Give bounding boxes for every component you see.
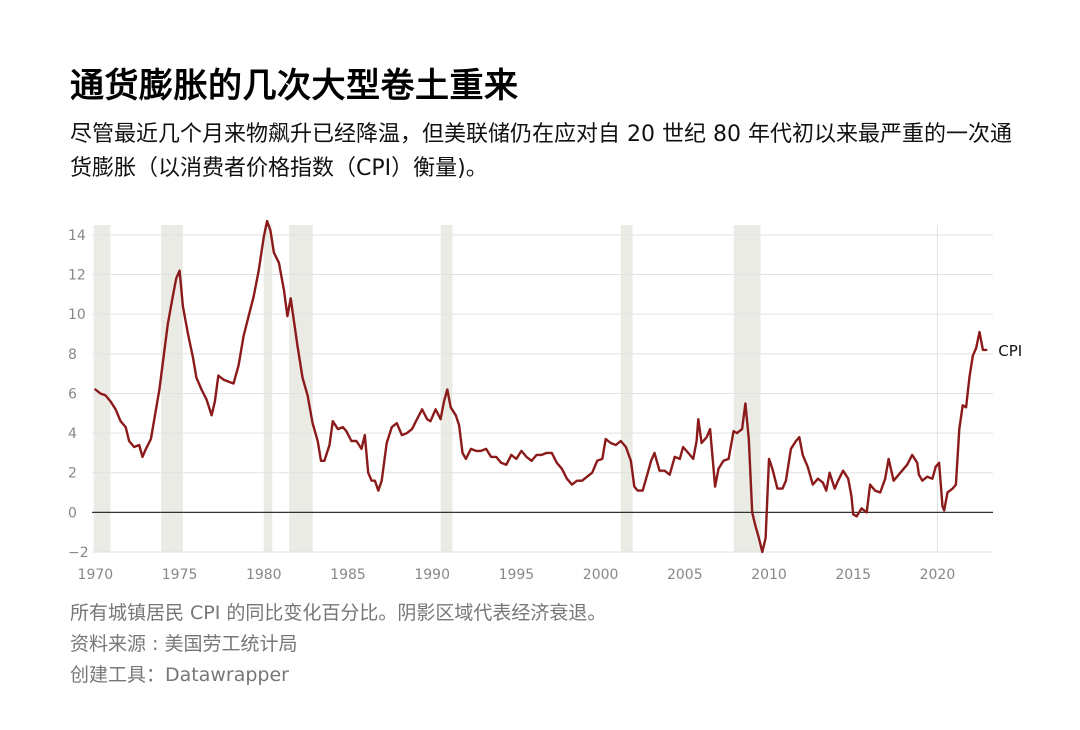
recession-band-3 (263, 225, 273, 552)
recession-band-6 (620, 225, 633, 552)
page-title: 通货膨胀的几次大型卷土重来 (70, 66, 519, 106)
x-tick-label-1975: 1975 (162, 567, 198, 583)
y-tick-label-4: 4 (68, 426, 77, 442)
recession-band-7 (733, 225, 761, 552)
series-label-cpi: CPI (998, 342, 1022, 360)
recession-band-2 (161, 225, 183, 552)
x-tick-label-2010: 2010 (751, 567, 787, 583)
x-tick-label-2015: 2015 (835, 567, 871, 583)
x-tick-label-2005: 2005 (667, 567, 703, 583)
page-subtitle: 尽管最近几个月来物飙升已经降温，但美联储仍在应对自 20 世纪 80 年代初以来… (70, 122, 1012, 181)
y-tick-label-14: 14 (68, 228, 86, 244)
x-tick-label-1995: 1995 (499, 567, 535, 583)
recession-band-4 (289, 225, 313, 552)
series-line-cpi (94, 219, 988, 554)
cpi-line-chart: −2 0 2 4 6 8 10 12 14 1970 1975 1980 1985 1990 1995 20… (68, 219, 1022, 583)
x-tick-label-1985: 1985 (330, 567, 366, 583)
x-axis-ticks: 1970 1975 1980 1985 1990 1995 2000 2005 2010 2015… (78, 567, 956, 583)
x-tick-label-1980: 1980 (246, 567, 282, 583)
chart-notes: 所有城镇居民 CPI 的同比变化百分比。阴影区域代表经济衰退。 资料来源 : 美… (70, 598, 606, 691)
x-tick-label-1990: 1990 (414, 567, 450, 583)
recession-shading (93, 225, 761, 552)
y-tick-label--2: −2 (68, 545, 89, 561)
chart-source: 资料来源 : 美国劳工统计局 (70, 633, 298, 655)
y-tick-label-10: 10 (68, 307, 86, 323)
y-tick-label-8: 8 (68, 347, 77, 363)
y-tick-label-12: 12 (68, 268, 86, 284)
y-tick-label-2: 2 (68, 466, 77, 482)
x-tick-label-2020: 2020 (920, 567, 956, 583)
series-layer: CPI (94, 219, 1022, 554)
grid-lines (92, 225, 993, 553)
y-tick-label-0: 0 (68, 505, 77, 521)
recession-band-1 (93, 225, 111, 552)
y-tick-label-6: 6 (68, 386, 77, 402)
x-tick-label-1970: 1970 (78, 567, 114, 583)
x-tick-label-2000: 2000 (583, 567, 619, 583)
chart-tool-credit: 创建工具：Datawrapper (70, 664, 289, 686)
y-axis-ticks: −2 0 2 4 6 8 10 12 14 (68, 228, 89, 561)
chart-description: 所有城镇居民 CPI 的同比变化百分比。阴影区域代表经济衰退。 (70, 602, 607, 624)
recession-band-5 (440, 225, 453, 552)
